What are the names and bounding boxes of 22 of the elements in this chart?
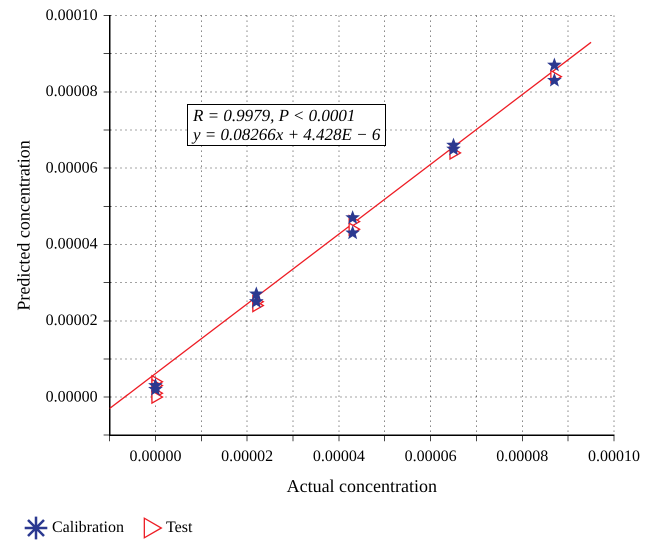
point	[345, 225, 360, 240]
point	[547, 72, 562, 87]
x-axis-title: Actual concentration	[286, 476, 438, 496]
x-tick-label: 0.00002	[221, 448, 274, 466]
point	[345, 210, 360, 224]
y-axis-title: Predicted concentration	[14, 140, 34, 311]
y-tick-label: 0.00004	[46, 236, 98, 253]
x-tick-label: 0.00000	[129, 448, 182, 466]
annotation: R = 0.9979, P < 0.0001	[193, 106, 356, 125]
y-tick-label: 0.00000	[46, 388, 98, 406]
y-tick-label: 0.00002	[46, 312, 98, 329]
x-tick-label: 0.00008	[496, 448, 548, 466]
y-tick-label: 0.00010	[46, 6, 98, 24]
x-tick-label: 0.00004	[312, 448, 365, 466]
legend-label: Test	[166, 519, 193, 536]
legend-label: Calibration	[52, 519, 124, 536]
y-tick-label: 0.00006	[46, 159, 98, 176]
x-tick-label: 0.00010	[588, 448, 640, 466]
y-tick-label: 0.00008	[46, 83, 98, 100]
x-tick-label: 0.00006	[404, 448, 457, 466]
point	[547, 57, 562, 72]
annotation: y = 0.08266x + 4.428E − 6	[193, 125, 380, 144]
